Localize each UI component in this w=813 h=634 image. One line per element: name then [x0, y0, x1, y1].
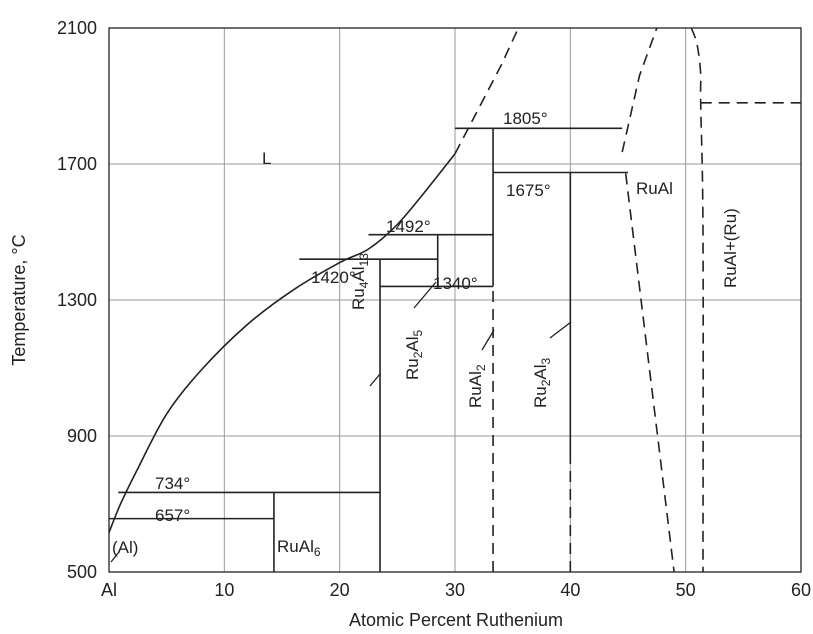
label-leader: [369, 373, 381, 387]
phase-label: L: [262, 149, 271, 168]
isotherm-label: 657°: [155, 506, 190, 525]
x-tick-label: 50: [676, 580, 696, 600]
y-tick-label: 1700: [57, 154, 97, 174]
y-tick-labels: 500 900 1300 1700 2100: [57, 18, 97, 582]
isotherm-label: 1675°: [506, 181, 551, 200]
x-tick-label: 20: [330, 580, 350, 600]
x-tick-label: 60: [791, 580, 811, 600]
plot-frame: [108, 27, 802, 573]
y-axis-title: Temperature, °C: [9, 234, 29, 365]
phase-boundary-curve: [624, 173, 675, 573]
isotherm-label: 1492°: [386, 217, 431, 236]
phase-label: Ru4Al13: [349, 253, 371, 310]
phase-label: RuAl: [636, 179, 673, 198]
phase-boundary-curve: [621, 27, 658, 153]
phase-boundary-curve: [690, 27, 704, 573]
y-tick-label: 900: [67, 426, 97, 446]
phase-label: (Al): [112, 538, 138, 557]
x-tick-labels: Al 10 20 30 40 50 60: [101, 580, 811, 600]
phase-boundaries: [108, 27, 801, 573]
phase-label: RuAl2: [466, 364, 488, 408]
phase-boundary-curve: [454, 27, 520, 155]
label-leader: [549, 321, 572, 339]
x-tick-label: 10: [214, 580, 234, 600]
isotherm-label: 734°: [155, 474, 190, 493]
grid-lines: [109, 28, 801, 572]
phase-label: RuAl6: [277, 537, 321, 559]
isotherm-label: 1340°: [433, 274, 478, 293]
phase-boundary-curve: [108, 153, 456, 533]
isotherm-label: 1805°: [503, 109, 548, 128]
label-leader: [110, 551, 120, 563]
phase-label: Ru2Al5: [403, 329, 425, 380]
phase-label: Ru2Al3: [531, 357, 553, 408]
y-tick-label: 1300: [57, 290, 97, 310]
label-leader: [481, 329, 495, 351]
phase-label: RuAl+(Ru): [721, 208, 740, 288]
isotherm-label: 1420°: [311, 268, 356, 287]
x-tick-label: 30: [445, 580, 465, 600]
y-tick-label: 500: [67, 562, 97, 582]
x-axis-title: Atomic Percent Ruthenium: [349, 610, 563, 630]
x-tick-label: Al: [101, 580, 117, 600]
x-tick-label: 40: [560, 580, 580, 600]
y-tick-label: 2100: [57, 18, 97, 38]
label-leader: [413, 281, 437, 309]
annotations: 1805° 1675° 1492° 1420° 1340° 734° 657° L (Al) Ru…: [110, 109, 740, 563]
